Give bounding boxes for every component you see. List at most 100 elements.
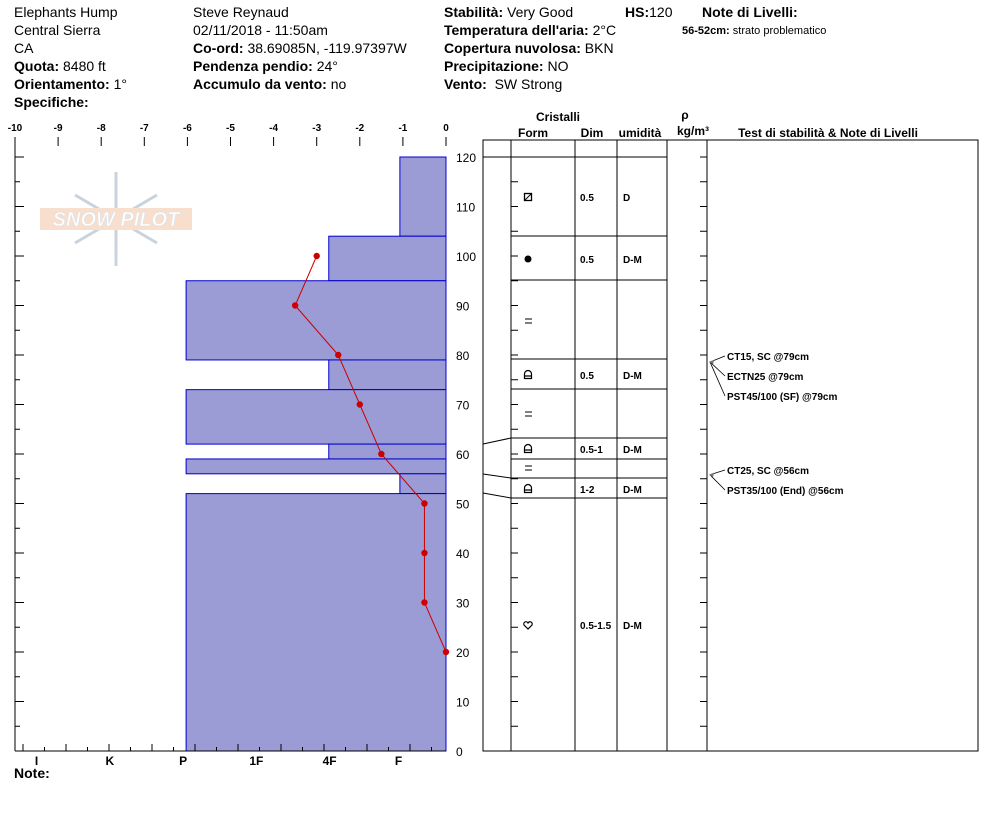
coord-field: Co-ord: 38.69085N, -119.97397W <box>193 40 407 56</box>
hs-field: HS:120 <box>625 4 673 20</box>
depth-tick-label: 60 <box>456 448 470 462</box>
hardness-bar <box>185 389 447 445</box>
temp-tick-label: 0 <box>443 123 449 134</box>
test-arrow <box>709 361 726 397</box>
hardness-tick-label: I <box>35 754 38 768</box>
temp-tick-label: -6 <box>183 123 192 134</box>
temperature-point <box>421 599 428 606</box>
depth-tick-label: 20 <box>456 646 470 660</box>
temp-tick-label: -7 <box>140 123 149 134</box>
temp-tick-label: -5 <box>226 123 235 134</box>
state-name: CA <box>14 40 34 56</box>
hardness-tick-label: 1F <box>249 754 263 768</box>
depth-tick-label: 40 <box>456 547 470 561</box>
temperature-point <box>378 450 385 458</box>
table-header-crystals: Cristalli <box>536 110 580 124</box>
elevation-field: Quota: 8480 ft <box>14 58 106 74</box>
hoar-shape <box>523 443 533 454</box>
depth-tick-label: 0 <box>456 745 463 759</box>
depth-hoar-icon <box>523 443 533 454</box>
hardness-bar <box>328 235 447 282</box>
temperature-point <box>442 648 450 656</box>
stability-test: CT15, SC @79cm <box>727 352 809 363</box>
crystal-dim: 0.5 <box>580 371 594 382</box>
temp-tick-label: -9 <box>54 123 63 134</box>
square <box>523 192 533 202</box>
hardness-bar <box>399 156 447 237</box>
specifics-field: Specifiche: <box>14 94 89 110</box>
moisture: D-M <box>623 371 642 382</box>
crystal-dim: 0.5-1 <box>580 445 603 456</box>
crust-icon <box>525 411 532 417</box>
test-arrow <box>709 361 726 377</box>
depth-tick-label: 90 <box>456 300 470 314</box>
graupel-icon <box>524 255 532 263</box>
depth-tick-label: 50 <box>456 498 470 512</box>
table-header-dim: Dim <box>581 126 604 140</box>
hardness-bar <box>328 443 447 460</box>
depth-hoar-icon <box>523 369 533 380</box>
table-header-form: Form <box>518 126 548 140</box>
layer-connector <box>482 492 512 499</box>
faceted-rounded-icon <box>523 192 533 202</box>
stability-test: PST35/100 (End) @56cm <box>727 486 844 497</box>
temp-tick-label: -10 <box>8 123 23 134</box>
trefoil-shape <box>523 621 533 630</box>
table-header-rho: ρ <box>681 108 688 122</box>
temp-tick-label: -3 <box>312 123 321 134</box>
temperature-point <box>291 302 299 309</box>
observer-name: Steve Reynaud <box>193 4 289 20</box>
layer-connector <box>482 437 512 445</box>
hardness-tick-label: F <box>395 754 402 768</box>
temperature-point <box>313 252 320 260</box>
layer-note: 56-52cm: strato problematico <box>682 25 827 37</box>
logo-text: SNOW PILOT <box>53 209 181 231</box>
stability-test: ECTN25 @79cm <box>727 372 804 383</box>
stability-field: Stabilità: Very Good <box>444 4 574 20</box>
graupel-dot <box>524 255 532 263</box>
logo-band <box>40 208 192 230</box>
depth-tick-label: 30 <box>456 597 470 611</box>
layer-notes-title: Note di Livelli: <box>702 4 798 20</box>
temperature-point <box>335 351 342 359</box>
slope-field: Pendenza pendio: 24° <box>193 58 338 74</box>
crust-icon <box>525 318 532 324</box>
depth-tick-label: 70 <box>456 399 470 413</box>
arrow-head-icon <box>709 359 714 364</box>
depth-tick-label: 120 <box>456 151 476 165</box>
layer-connector <box>482 473 512 479</box>
hoar-shape <box>523 483 533 494</box>
location-name: Elephants Hump <box>14 4 118 20</box>
stability-test: CT25, SC @56cm <box>727 466 809 477</box>
hardness-tick-label: K <box>105 754 114 768</box>
test-arrow <box>709 474 726 491</box>
snowpilot-logo: SNOW PILOT <box>40 172 192 266</box>
slash <box>524 193 532 201</box>
moisture: D <box>623 193 630 204</box>
hardness-bar <box>185 280 447 361</box>
snowflake-icon <box>74 172 158 266</box>
temperature-point <box>421 500 428 507</box>
hardness-bar <box>328 359 447 391</box>
hardness-tick-label: 4F <box>323 754 337 768</box>
hardness-bar <box>185 493 447 752</box>
observer-info: Steve Reynaud 02/11/2018 - 11:50am Co-or… <box>193 3 407 93</box>
crystal-dim: 0.5 <box>580 193 594 204</box>
note-label: Note: <box>14 765 50 781</box>
hoar-shape <box>523 369 533 380</box>
crystal-dim: 1-2 <box>580 485 595 496</box>
depth-tick-label: 100 <box>456 250 476 264</box>
temperature-point <box>356 401 363 408</box>
crust-icon <box>525 465 532 471</box>
table-frame <box>482 139 979 752</box>
temp-tick-label: -8 <box>97 123 106 134</box>
temp-tick-label: -1 <box>398 123 407 134</box>
depth-tick-label: 80 <box>456 349 470 363</box>
aspect-field: Orientamento: 1° <box>14 76 127 92</box>
airtemp-field: Temperatura dell'aria: 2°C <box>444 22 617 38</box>
arrow-head-icon <box>709 472 714 477</box>
depth-tick-label: 110 <box>456 201 475 215</box>
moisture: D-M <box>623 485 642 496</box>
weather-info: Stabilità: Very Good Temperatura dell'ar… <box>444 3 616 93</box>
